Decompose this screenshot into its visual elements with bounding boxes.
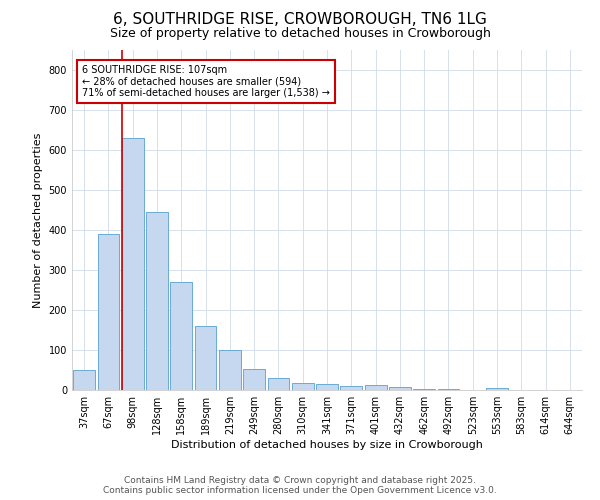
Bar	[413, 389, 435, 390]
Bar	[170, 282, 192, 390]
Bar	[146, 212, 168, 390]
Bar	[243, 369, 265, 390]
Y-axis label: Number of detached properties: Number of detached properties	[33, 132, 43, 308]
Bar	[219, 350, 241, 390]
Text: Contains HM Land Registry data © Crown copyright and database right 2025.
Contai: Contains HM Land Registry data © Crown c…	[103, 476, 497, 495]
Text: 6 SOUTHRIDGE RISE: 107sqm
← 28% of detached houses are smaller (594)
71% of semi: 6 SOUTHRIDGE RISE: 107sqm ← 28% of detac…	[82, 66, 330, 98]
Bar	[97, 234, 119, 390]
Bar	[73, 370, 95, 390]
Bar	[122, 138, 143, 390]
Bar	[316, 384, 338, 390]
Bar	[437, 389, 460, 390]
Text: Size of property relative to detached houses in Crowborough: Size of property relative to detached ho…	[110, 28, 490, 40]
Bar	[292, 383, 314, 390]
X-axis label: Distribution of detached houses by size in Crowborough: Distribution of detached houses by size …	[171, 440, 483, 450]
Bar	[365, 385, 386, 390]
Bar	[268, 378, 289, 390]
Bar	[194, 326, 217, 390]
Bar	[486, 388, 508, 390]
Bar	[340, 386, 362, 390]
Bar	[389, 387, 411, 390]
Text: 6, SOUTHRIDGE RISE, CROWBOROUGH, TN6 1LG: 6, SOUTHRIDGE RISE, CROWBOROUGH, TN6 1LG	[113, 12, 487, 28]
